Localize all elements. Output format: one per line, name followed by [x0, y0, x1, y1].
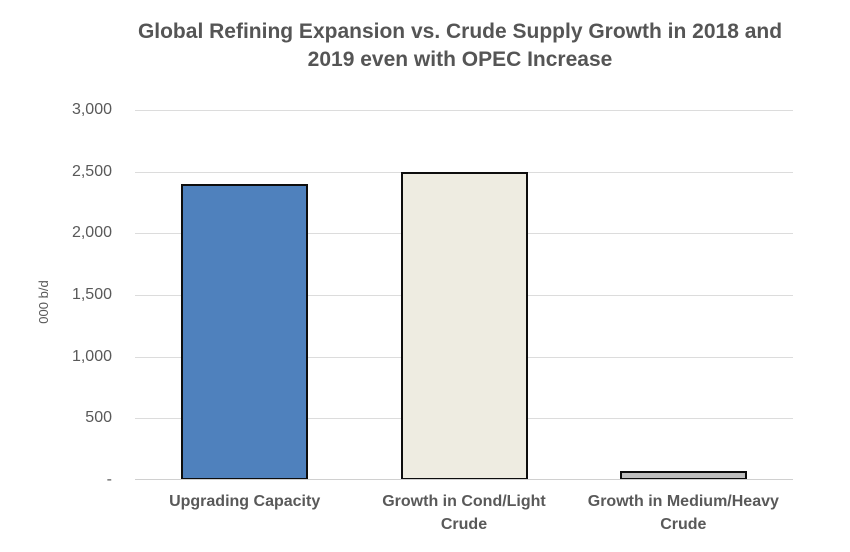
chart-title-line-1: Global Refining Expansion vs. Crude Supp…: [137, 20, 783, 43]
y-tick-label-2500: 2,500: [71, 162, 112, 180]
y-tick-label-3000: 3,000: [71, 101, 112, 118]
x-axis-line: [135, 479, 793, 480]
y-tick-label-2000: 2,000: [71, 224, 112, 242]
gridline-3000: [135, 110, 793, 111]
chart-title: Global Refining Expansion vs. Crude Supp…: [70, 18, 850, 74]
category-label-upgrading-capacity: Upgrading Capacity: [169, 493, 321, 510]
bar-growth-in-medium-heavy-crude: [619, 470, 747, 480]
y-tick-label-0: -: [106, 471, 112, 488]
bar-upgrading-capacity: [181, 184, 309, 480]
bar-growth-in-cond-light-crude: [400, 171, 528, 480]
category-label-growth-in-medium-heavy-crude: Growth in Medium/Heavy Crude: [587, 493, 779, 533]
plot-area: [135, 110, 793, 480]
y-tick-label-1500: 1,500: [71, 286, 112, 303]
y-tick-label-1000: 1,000: [71, 347, 112, 365]
y-tick-label-500: 500: [85, 409, 112, 427]
chart-title-line-2: 2019 even with OPEC Increase: [307, 48, 613, 71]
category-label-growth-in-cond-light-crude: Growth in Cond/Light Crude: [382, 493, 546, 533]
